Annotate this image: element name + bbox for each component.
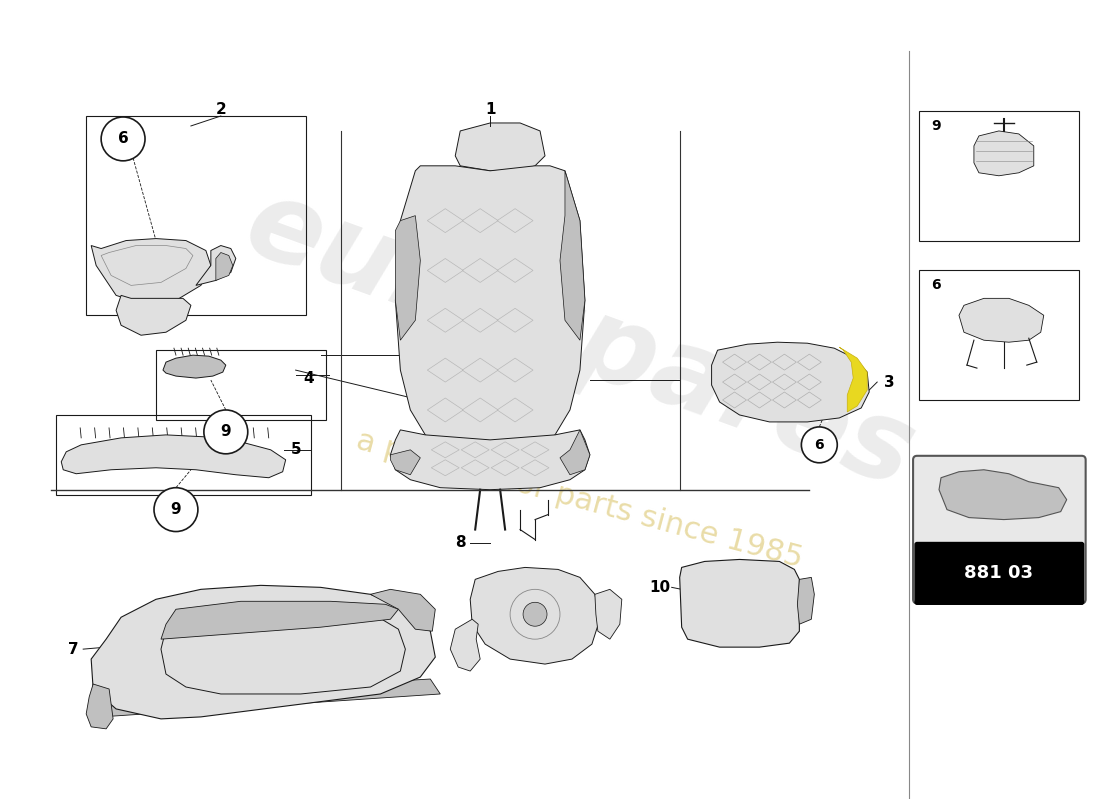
Polygon shape: [91, 586, 436, 719]
Polygon shape: [395, 216, 420, 340]
Polygon shape: [595, 590, 621, 639]
Polygon shape: [163, 355, 225, 378]
Circle shape: [101, 117, 145, 161]
Text: 9: 9: [931, 119, 940, 133]
Polygon shape: [798, 578, 814, 624]
Text: 8: 8: [455, 535, 465, 550]
Polygon shape: [939, 470, 1067, 519]
Circle shape: [524, 602, 547, 626]
Polygon shape: [62, 435, 286, 478]
Polygon shape: [959, 298, 1044, 342]
Polygon shape: [974, 131, 1034, 176]
Polygon shape: [560, 430, 590, 474]
FancyBboxPatch shape: [913, 456, 1086, 603]
Polygon shape: [450, 619, 481, 671]
Polygon shape: [680, 559, 800, 647]
Polygon shape: [560, 170, 585, 340]
Text: 2: 2: [216, 102, 227, 117]
Polygon shape: [470, 567, 600, 664]
Polygon shape: [371, 590, 436, 631]
Polygon shape: [839, 347, 867, 412]
Text: 6: 6: [814, 438, 824, 452]
Polygon shape: [91, 679, 440, 717]
FancyBboxPatch shape: [915, 542, 1084, 604]
Text: 6: 6: [931, 278, 940, 292]
Polygon shape: [455, 123, 544, 170]
Text: 9: 9: [170, 502, 182, 517]
Polygon shape: [216, 253, 233, 281]
Polygon shape: [390, 430, 590, 490]
Polygon shape: [117, 295, 191, 335]
Polygon shape: [86, 684, 113, 729]
Circle shape: [204, 410, 248, 454]
Text: eurospares: eurospares: [232, 170, 928, 510]
Text: 3: 3: [883, 374, 894, 390]
Polygon shape: [91, 238, 211, 306]
Text: 4: 4: [304, 370, 313, 386]
Polygon shape: [390, 450, 420, 474]
Polygon shape: [196, 246, 235, 286]
Circle shape: [802, 427, 837, 462]
Text: 9: 9: [220, 424, 231, 439]
Text: 7: 7: [68, 642, 78, 657]
Text: 5: 5: [290, 442, 301, 458]
Polygon shape: [712, 342, 869, 422]
Circle shape: [154, 488, 198, 531]
Polygon shape: [395, 166, 585, 450]
Text: 1: 1: [485, 102, 495, 117]
Text: a passion for parts since 1985: a passion for parts since 1985: [353, 426, 806, 574]
Text: 881 03: 881 03: [965, 564, 1033, 582]
Text: 10: 10: [649, 580, 670, 595]
Text: 6: 6: [118, 131, 129, 146]
Polygon shape: [161, 602, 398, 639]
